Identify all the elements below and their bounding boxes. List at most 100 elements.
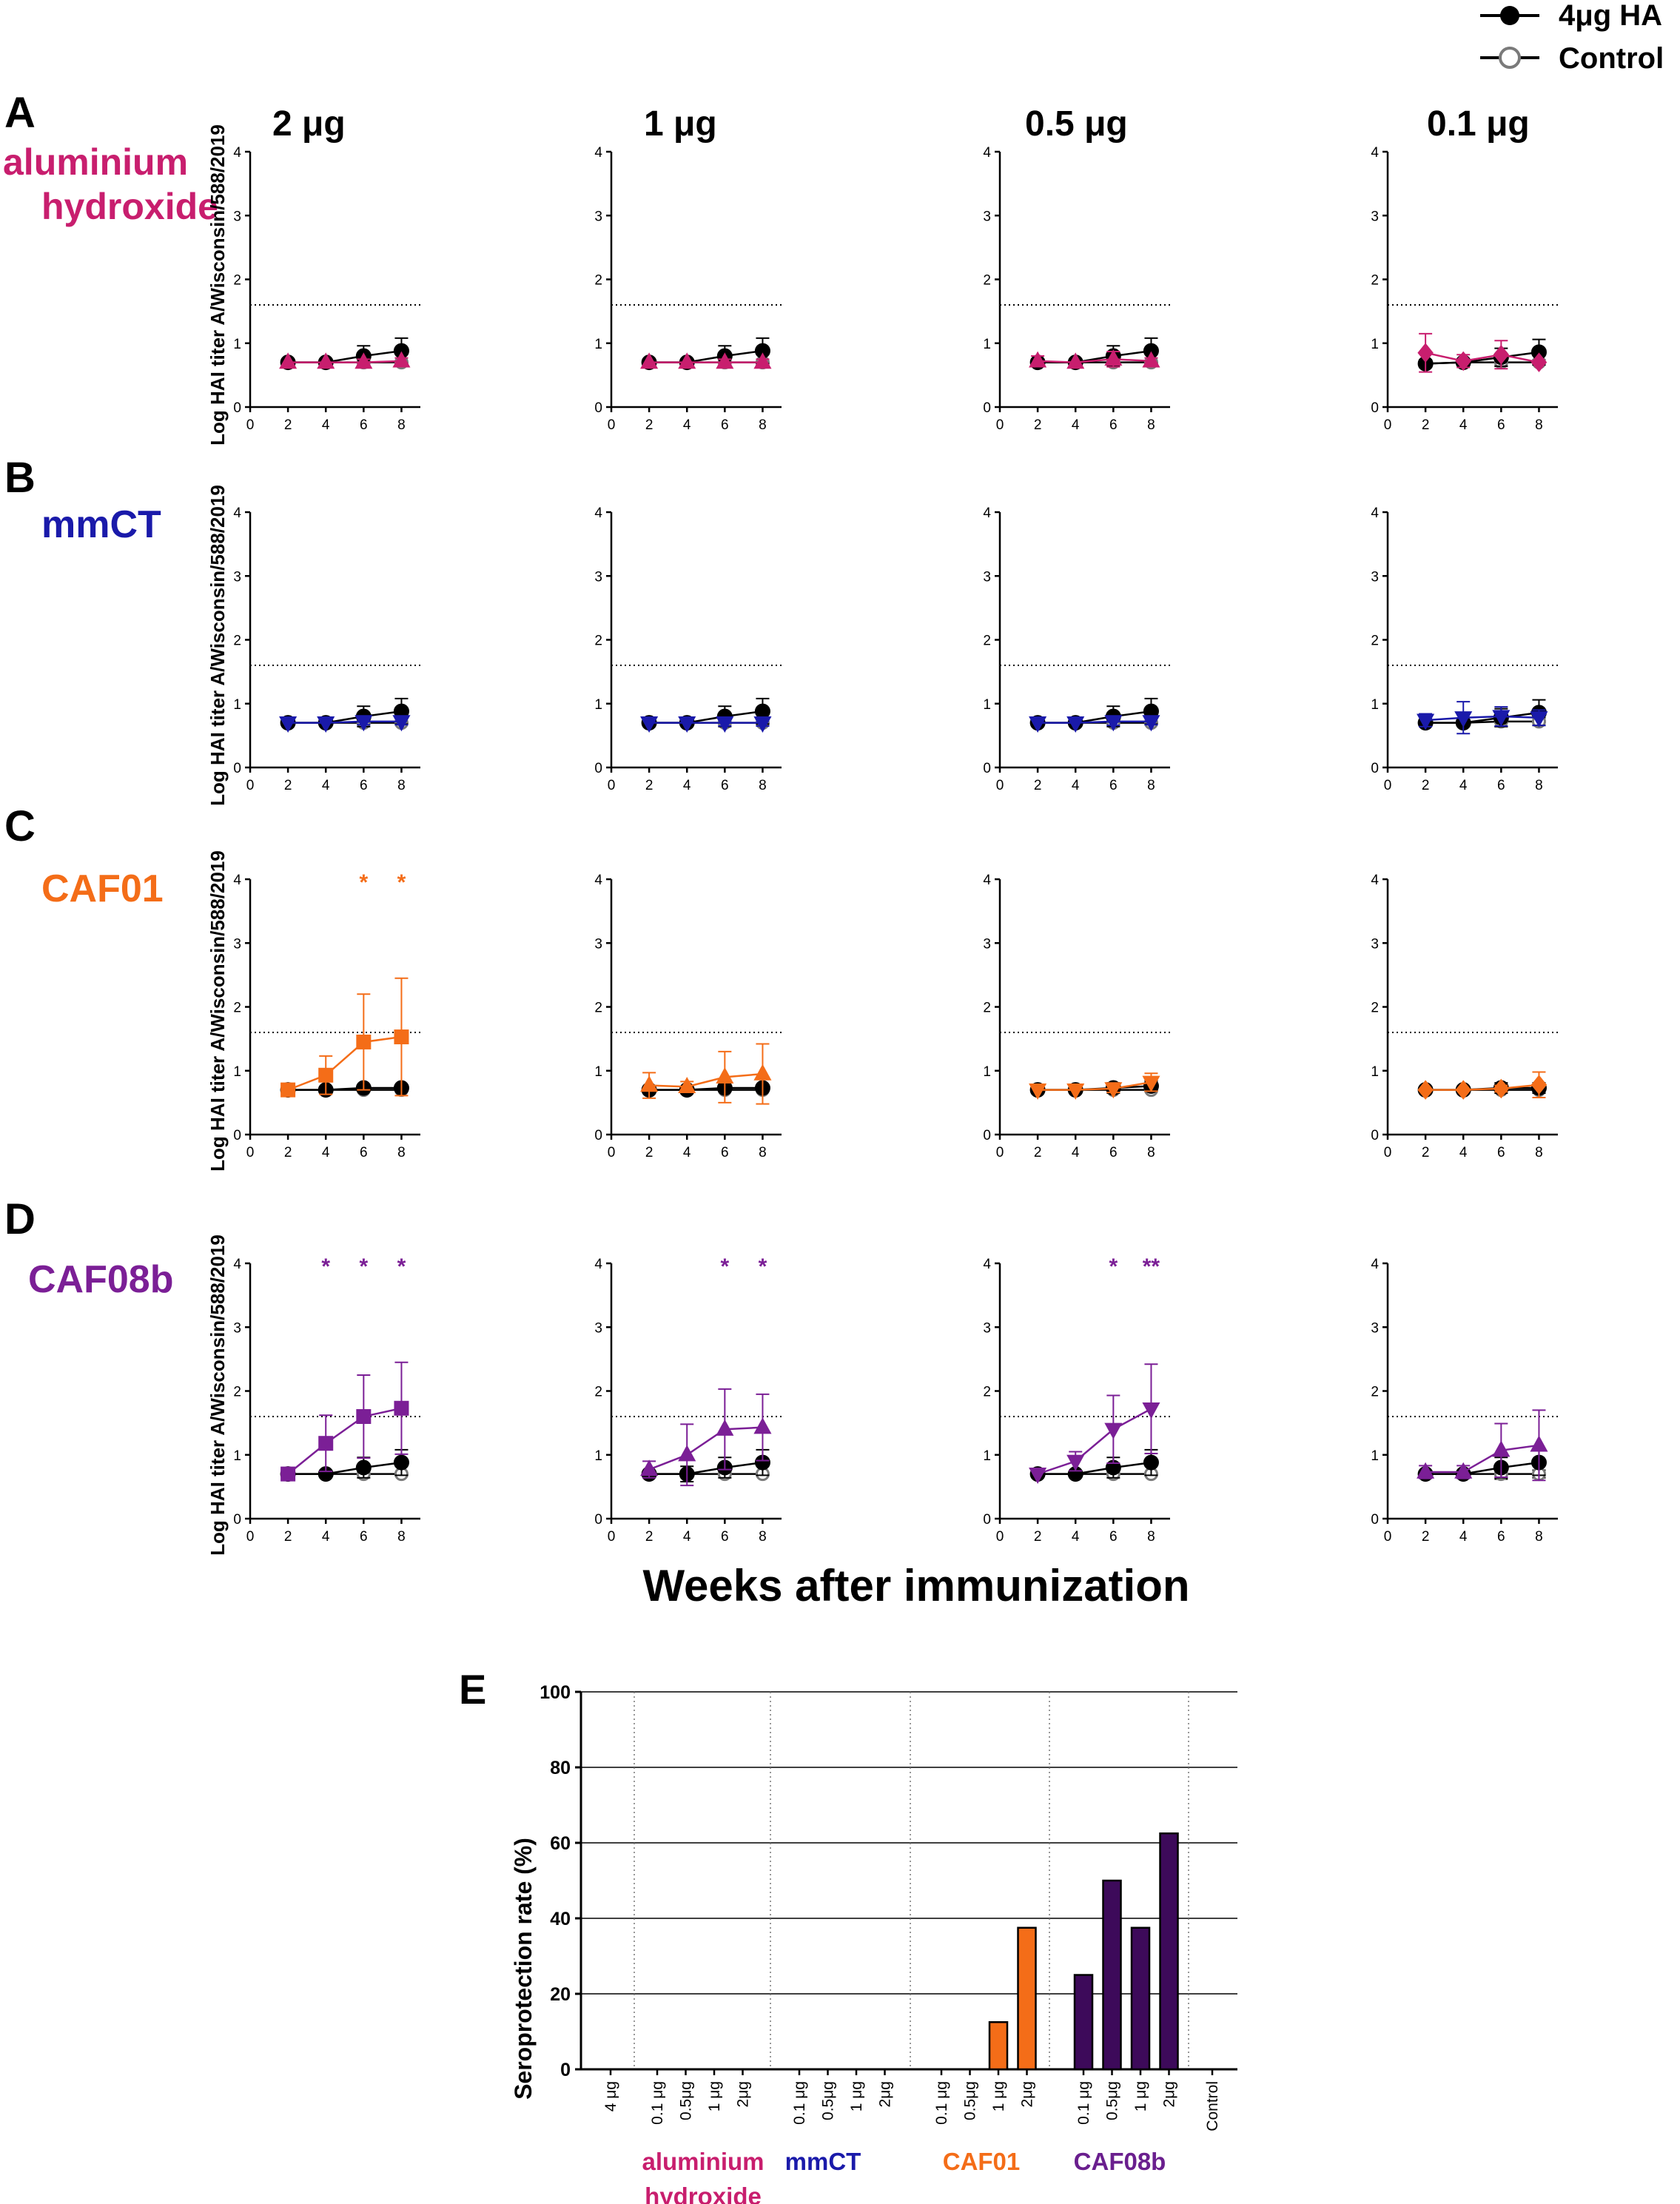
panel-a-1-x-tick-label: 4 [322,417,330,433]
panel-c-1-y-tick-label: 4 [233,873,241,888]
panel-a-3-y-tick-label: 0 [983,400,991,416]
panel-d-1-y-tick-label: 1 [233,1448,241,1464]
panel-d-2-significance-marker: * [759,1254,767,1279]
panel-b-2-y-tick-label: 4 [594,505,602,521]
panel-d-3-x-tick-label: 0 [996,1529,1004,1545]
bar-y-tick-label: 20 [550,1984,571,2005]
panel-d-2-adjuvant-line [648,1426,763,1471]
panel-d-4-4gha-line [1425,1461,1539,1475]
bar-15 [1102,1879,1122,2071]
panel-a-4-y-tick-label: 0 [1371,400,1379,416]
panel-a-4-adjuvant-line [1425,352,1539,363]
panel-a-4-adjuvant-point [1455,351,1471,372]
row-letter-b: B [4,454,36,502]
panel-d-1-x-tick-label: 2 [284,1529,292,1545]
bar-category-label: 0.5μg [1104,2081,1121,2120]
panel-d-2-x-tick-label: 4 [683,1529,691,1545]
bar-group-label: CAF01 [943,2148,1021,2175]
panel-d-2-y-tick-label: 3 [594,1320,602,1336]
panel-c-2-x-tick-label: 0 [608,1145,616,1160]
panel-c-2-adjuvant-point [640,1075,659,1092]
panel-c-1-4gha-line [288,1086,402,1091]
panel-b-1-y-tick-label: 1 [233,697,241,713]
panel-a-3-y-tick-label: 3 [983,209,991,224]
panel-b-1-x-tick-label: 6 [360,778,368,793]
panel-b-4-4gha-line [1425,711,1539,724]
panel-c-1: 0 1 2 3 4 0 2 4 6 8 * * [233,870,420,1160]
panel-c-2-y-tick-label: 1 [594,1064,602,1080]
bar-category-label: 2μg [877,2081,894,2107]
panel-c-2-x-tick-label: 8 [759,1145,767,1160]
legend-label-ha: 4μg HA [1559,0,1662,32]
panel-b-1-y-tick-label: 0 [233,761,241,776]
panel-a-2-adjuvant-point [640,352,659,369]
panel-d-4-adjuvant-point [1492,1440,1511,1457]
panel-c-2: 0 1 2 3 4 0 2 4 6 8 [594,873,782,1160]
panel-b-3-y-tick-label: 2 [983,634,991,649]
panel-d-2-significance-marker: * [720,1254,729,1279]
panel-a-3-adjuvant-point [1029,351,1047,368]
panel-c-1-y-tick-label: 0 [233,1128,241,1143]
column-title-05ug: 0.5 μg [1025,104,1128,144]
panel-c-2-y-tick-label: 2 [594,1001,602,1016]
panel-d-3-adjuvant-point [1066,1454,1085,1471]
panel-a-4-y-tick-label: 1 [1371,337,1379,352]
panel-b-3-x-tick-label: 6 [1109,778,1118,793]
row-name-d: CAF08b [28,1258,173,1301]
panel-d-4-x-tick-label: 8 [1535,1529,1543,1545]
panel-d-2-adjuvant-point [678,1445,696,1462]
panel-b-4-x-tick-label: 0 [1384,778,1392,793]
column-title-2ug: 2 μg [272,104,346,144]
panel-d-4-x-tick-label: 6 [1497,1529,1505,1545]
panel-a-2-adjuvant-point [678,352,696,369]
panel-d-4-x-tick-label: 4 [1459,1529,1468,1545]
panel-c-2-y-tick-label: 4 [594,873,602,888]
panel-c-1-x-tick-label: 0 [246,1145,255,1160]
panel-c-3-adjuvant-point [1066,1083,1085,1100]
panel-b-4-y-tick-label: 1 [1371,697,1379,713]
panel-d-2: 0 1 2 3 4 0 2 4 6 8 * * [594,1254,782,1545]
panel-d-3-4gha-line [1038,1461,1152,1475]
panel-c-3-x-tick-label: 2 [1034,1145,1042,1160]
panel-a-3-x-tick-label: 8 [1147,417,1155,433]
panel-d-1-4gha-point [355,1459,372,1476]
panel-b-2-x-tick-label: 8 [759,778,767,793]
panel-b-2-adjuvant-point [640,716,659,733]
panel-d-1-adjuvant-point [394,1400,409,1416]
panel-b-2: 0 1 2 3 4 0 2 4 6 8 [594,505,782,793]
panel-a-2-x-tick-label: 8 [759,417,767,433]
panel-a-4-x-tick-label: 4 [1459,417,1468,433]
panel-c-3-x-tick-label: 8 [1147,1145,1155,1160]
panel-a-2-x-tick-label: 2 [645,417,653,433]
y-axis-label-b: Log HAI titer A/Wisconsin/588/2019 [206,485,229,806]
panel-b-1-adjuvant-point [279,716,298,733]
panel-b-1-adjuvant-line [288,720,402,724]
panel-c-1-significance-marker: * [359,870,368,895]
panel-d-1-significance-marker: * [397,1254,406,1279]
legend-marker-control-icon [1499,47,1521,69]
panel-c-4-adjuvant-line [1425,1083,1539,1091]
panel-a-4: 0 1 2 3 4 0 2 4 6 8 [1371,145,1558,433]
panel-c-3-y-tick-label: 4 [983,873,991,888]
panel-a-3-y-tick-label: 2 [983,273,991,289]
panel-b-4-adjuvant-line [1425,715,1539,722]
row-letter-c: C [4,802,36,850]
panel-b-3-x-tick-label: 8 [1147,778,1155,793]
panel-d-2-adjuvant-point [753,1417,772,1434]
panel-d-2-y-tick-label: 2 [594,1385,602,1400]
column-title-01ug: 0.1 μg [1427,104,1530,144]
legend-label-control: Control [1559,42,1664,75]
panel-b-4-x-tick-label: 4 [1459,778,1468,793]
panel-a-1-adjuvant-point [355,352,373,369]
panel-c-2-x-tick-label: 6 [721,1145,729,1160]
panel-d-4: 0 1 2 3 4 0 2 4 6 8 [1371,1257,1558,1545]
panel-d-4-adjuvant-line [1425,1444,1539,1474]
panel-b-4-adjuvant-point [1454,711,1473,728]
panel-c-3-x-tick-label: 6 [1109,1145,1118,1160]
row-letter-a: A [4,89,36,137]
panel-d-3-x-tick-label: 2 [1034,1529,1042,1545]
bar-category-label: 0.5μg [678,2081,695,2120]
bar-y-tick-label: 100 [540,1682,571,1703]
y-axis-label-d: Log HAI titer A/Wisconsin/588/2019 [206,1234,229,1556]
bar-group-label: aluminium [642,2148,764,2175]
